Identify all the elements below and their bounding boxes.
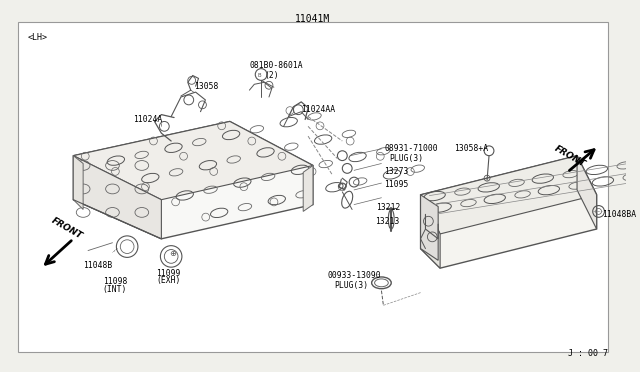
Text: (INT): (INT) — [102, 285, 127, 294]
Text: 11024A: 11024A — [133, 115, 163, 124]
Text: 13273: 13273 — [385, 167, 409, 176]
Text: 081B0-8601A: 081B0-8601A — [250, 61, 303, 70]
Text: 11048BA: 11048BA — [602, 210, 637, 219]
Polygon shape — [303, 166, 313, 211]
Text: 00933-13090: 00933-13090 — [328, 272, 381, 280]
Text: 13213: 13213 — [374, 217, 399, 226]
Polygon shape — [74, 155, 161, 239]
Text: 11095: 11095 — [385, 180, 409, 189]
Text: PLUG(3): PLUG(3) — [389, 154, 424, 163]
Text: 13058: 13058 — [194, 82, 218, 91]
Text: 11098: 11098 — [102, 278, 127, 286]
Text: 08931-71000: 08931-71000 — [385, 144, 438, 153]
Text: 13212: 13212 — [376, 203, 401, 212]
Polygon shape — [74, 155, 83, 209]
Text: (EXH): (EXH) — [157, 276, 181, 285]
Polygon shape — [420, 155, 596, 234]
Text: ⊕: ⊕ — [170, 249, 177, 258]
Text: 13058+A: 13058+A — [454, 144, 488, 153]
Text: FRONT: FRONT — [553, 144, 588, 169]
Text: 11048B: 11048B — [83, 261, 113, 270]
Text: B: B — [257, 73, 261, 78]
Text: 11024AA: 11024AA — [301, 105, 335, 114]
Polygon shape — [74, 121, 313, 239]
Text: FRONT: FRONT — [49, 216, 84, 241]
Text: 11099: 11099 — [157, 269, 181, 278]
Polygon shape — [420, 195, 438, 260]
Text: PLUG(3): PLUG(3) — [335, 281, 369, 290]
Polygon shape — [74, 121, 313, 200]
Text: (2): (2) — [264, 71, 278, 80]
Polygon shape — [420, 155, 596, 268]
Text: J : 00 7: J : 00 7 — [568, 349, 609, 358]
Text: <LH>: <LH> — [28, 33, 47, 42]
Polygon shape — [420, 195, 440, 268]
Text: 11041M: 11041M — [295, 14, 331, 24]
Polygon shape — [577, 155, 596, 229]
